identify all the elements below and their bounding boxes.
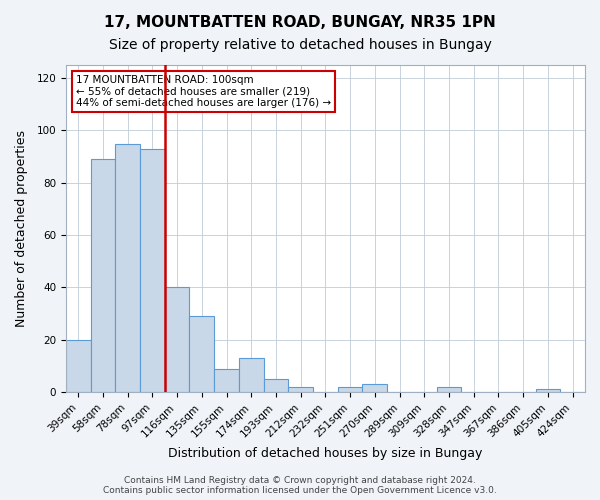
Bar — [164, 288, 190, 392]
X-axis label: Distribution of detached houses by size in Bungay: Distribution of detached houses by size … — [168, 447, 482, 460]
Bar — [190, 316, 214, 392]
Text: 17, MOUNTBATTEN ROAD, BUNGAY, NR35 1PN: 17, MOUNTBATTEN ROAD, BUNGAY, NR35 1PN — [104, 15, 496, 30]
Y-axis label: Number of detached properties: Number of detached properties — [15, 130, 28, 327]
Bar — [263, 379, 289, 392]
Bar — [239, 358, 263, 392]
Bar — [536, 390, 560, 392]
Bar — [115, 144, 140, 392]
Text: Contains HM Land Registry data © Crown copyright and database right 2024.
Contai: Contains HM Land Registry data © Crown c… — [103, 476, 497, 495]
Bar — [91, 159, 115, 392]
Text: Size of property relative to detached houses in Bungay: Size of property relative to detached ho… — [109, 38, 491, 52]
Bar — [437, 387, 461, 392]
Bar — [289, 387, 313, 392]
Bar — [214, 368, 239, 392]
Bar — [66, 340, 91, 392]
Bar — [338, 387, 362, 392]
Bar — [140, 148, 164, 392]
Bar — [362, 384, 387, 392]
Text: 17 MOUNTBATTEN ROAD: 100sqm
← 55% of detached houses are smaller (219)
44% of se: 17 MOUNTBATTEN ROAD: 100sqm ← 55% of det… — [76, 75, 331, 108]
